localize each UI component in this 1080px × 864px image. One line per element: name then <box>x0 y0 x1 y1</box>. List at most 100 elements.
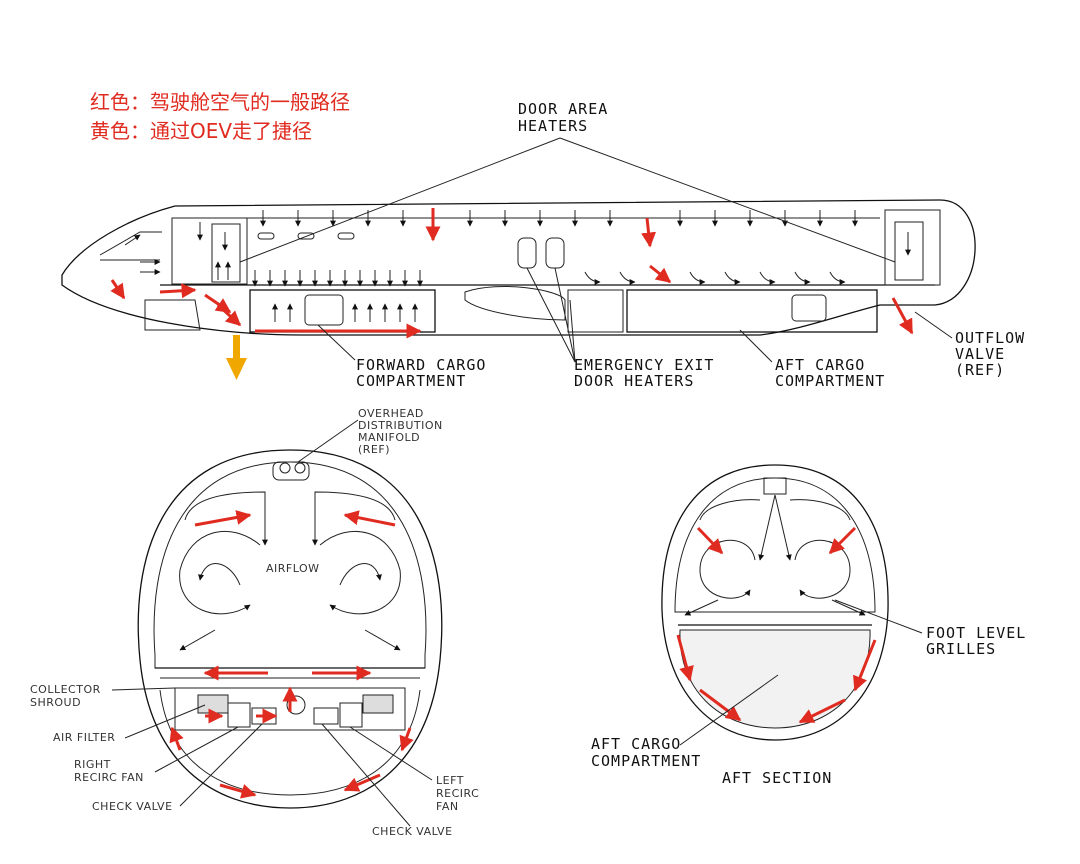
label-left-fan-1: LEFT <box>436 774 464 787</box>
label-manifold-1: OVERHEAD <box>358 407 424 420</box>
leader-right-fan <box>154 726 239 773</box>
forward-lower-lobe <box>159 689 421 796</box>
aft-cross-section <box>661 464 923 746</box>
aft-outer-shell <box>661 464 889 741</box>
leader-check-valve-bottom <box>321 723 411 827</box>
right-air-filter <box>197 694 229 714</box>
emergency-exit-door-1 <box>517 237 537 269</box>
leader-exit-1 <box>526 267 576 363</box>
label-door-area-heaters-2: HEATERS <box>518 117 588 135</box>
aft-cargo-compartment <box>626 289 878 333</box>
leader-air-filter <box>124 704 206 739</box>
window-2 <box>297 232 315 240</box>
label-air-filter: AIR FILTER <box>53 731 115 744</box>
cockpit-air-red-path-aft <box>676 526 877 724</box>
forward-cross-section <box>111 419 443 827</box>
left-airflow-swirl <box>179 530 261 615</box>
aft-door-heater <box>894 221 924 281</box>
oev-shortcut-yellow-arrow <box>226 335 247 380</box>
aft-left-swirl <box>699 539 756 599</box>
wheel-well <box>567 289 624 333</box>
cockpit-air-red-path-side <box>110 208 914 339</box>
leader-outflow <box>914 311 953 339</box>
leader-aft-cargo-section <box>679 674 779 746</box>
label-outflow-2: VALVE <box>955 345 1005 363</box>
label-manifold-4: (REF) <box>358 443 390 456</box>
label-collector-2: SHROUD <box>30 696 81 709</box>
fuselage-outline <box>61 199 976 336</box>
wing-root <box>464 286 566 321</box>
aft-cargo-door <box>791 294 827 322</box>
cockpit-windscreen <box>99 231 162 256</box>
manifold-duct-left <box>279 462 291 474</box>
label-check-valve-left: CHECK VALVE <box>92 800 173 813</box>
aft-left-bin <box>699 499 761 521</box>
cockpit-air-red-path-front <box>169 510 414 799</box>
label-outflow-1: OUTFLOW <box>955 329 1025 347</box>
aft-right-bin <box>789 499 851 521</box>
aft-galley <box>884 209 941 286</box>
label-aft-cargo-section-2: COMPARTMENT <box>591 752 701 770</box>
collector-shroud <box>174 687 406 731</box>
label-foot-level-1: FOOT LEVEL <box>926 624 1026 642</box>
leader-check-valve-left <box>179 723 263 807</box>
left-check-valve <box>313 707 339 725</box>
label-emergency-exit-1: EMERGENCY EXIT <box>574 356 714 374</box>
legend-yellow-path: 黄色：通过OEV走了捷径 <box>90 119 313 143</box>
label-aft-cargo-section-1: AFT CARGO <box>591 735 681 753</box>
label-forward-cargo-1: FORWARD CARGO <box>356 356 486 374</box>
label-right-fan-2: RECIRC FAN <box>74 771 144 784</box>
nose-gear-bay <box>144 299 201 331</box>
window-1 <box>257 232 275 240</box>
label-manifold-2: DISTRIBUTION <box>358 419 443 432</box>
left-air-filter <box>362 694 394 714</box>
emergency-exit-door-2 <box>545 237 565 269</box>
aft-lower-lobe <box>679 629 871 729</box>
aft-inner-shell <box>674 477 876 613</box>
label-forward-cargo-2: COMPARTMENT <box>356 372 466 390</box>
aft-overhead-duct <box>763 477 787 495</box>
leader-manifold <box>297 419 359 463</box>
left-airflow-swirl-inner <box>198 563 241 586</box>
label-check-valve-bottom: CHECK VALVE <box>372 825 453 838</box>
label-collector-1: COLLECTOR <box>30 683 101 696</box>
left-recirc-fan <box>339 702 363 728</box>
leader-door-heater-2 <box>559 137 896 263</box>
label-outflow-3: (REF) <box>955 361 1005 379</box>
label-airflow: AIRFLOW <box>266 562 320 575</box>
cockpit-door <box>211 223 241 283</box>
leader-door-heater-1 <box>239 137 561 263</box>
legend-red-path: 红色：驾驶舱空气的一般路径 <box>90 90 350 114</box>
leader-foot-level <box>834 599 923 634</box>
right-airflow-swirl <box>319 530 401 615</box>
label-left-fan-2: RECIRC <box>436 787 479 800</box>
right-recirc-fan <box>227 702 251 728</box>
overhead-manifold <box>272 461 310 481</box>
cabin-down-arrows <box>124 210 911 322</box>
leader-exit-3 <box>569 299 576 363</box>
window-3 <box>337 232 355 240</box>
label-left-fan-3: FAN <box>436 800 459 813</box>
label-aft-cargo-2: COMPARTMENT <box>775 372 885 390</box>
forward-cargo-door <box>304 294 344 326</box>
right-airflow-swirl-inner <box>339 563 382 586</box>
label-foot-level-2: GRILLES <box>926 640 996 658</box>
label-aft-cargo-1: AFT CARGO <box>775 356 865 374</box>
cockpit-bulkhead <box>171 217 248 285</box>
label-aft-section: AFT SECTION <box>722 769 832 787</box>
leader-left-fan <box>349 726 433 781</box>
label-emergency-exit-2: DOOR HEATERS <box>574 372 694 390</box>
label-door-area-heaters-1: DOOR AREA <box>518 100 608 118</box>
label-manifold-3: MANIFOLD <box>358 431 420 444</box>
forward-left-bin <box>184 491 266 521</box>
leader-forward-cargo <box>317 324 356 361</box>
leader-aft-cargo <box>739 329 773 363</box>
forward-right-bin <box>314 491 396 521</box>
forward-outer-shell <box>137 449 443 809</box>
leader-collector <box>111 687 176 691</box>
label-right-fan-1: RIGHT <box>74 758 111 771</box>
fuselage-side-view <box>61 137 976 380</box>
aft-right-swirl <box>794 539 851 599</box>
